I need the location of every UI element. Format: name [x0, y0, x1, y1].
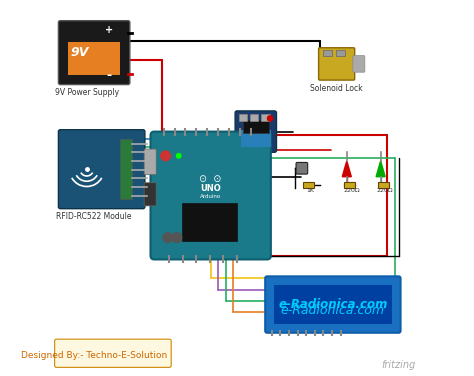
FancyBboxPatch shape [274, 285, 392, 324]
FancyBboxPatch shape [151, 132, 271, 259]
FancyBboxPatch shape [241, 130, 271, 147]
FancyBboxPatch shape [336, 50, 345, 56]
FancyBboxPatch shape [323, 50, 332, 56]
Text: ⊙  ⊙: ⊙ ⊙ [200, 174, 222, 183]
FancyBboxPatch shape [265, 276, 401, 333]
Text: RFID-RC522 Module: RFID-RC522 Module [56, 212, 132, 221]
Text: 220Ω: 220Ω [343, 188, 360, 193]
FancyBboxPatch shape [344, 182, 356, 188]
FancyBboxPatch shape [239, 114, 247, 121]
FancyBboxPatch shape [243, 120, 269, 133]
Text: 1K: 1K [306, 188, 314, 193]
FancyBboxPatch shape [144, 149, 156, 174]
FancyBboxPatch shape [319, 48, 355, 80]
FancyBboxPatch shape [262, 114, 270, 121]
FancyBboxPatch shape [235, 111, 276, 152]
FancyBboxPatch shape [182, 203, 237, 241]
Polygon shape [342, 161, 351, 177]
Circle shape [172, 233, 182, 243]
FancyBboxPatch shape [68, 42, 120, 75]
FancyBboxPatch shape [250, 114, 258, 121]
Circle shape [163, 233, 173, 243]
Text: e-Radionica.com: e-Radionica.com [278, 298, 388, 311]
FancyBboxPatch shape [120, 139, 132, 199]
FancyBboxPatch shape [55, 339, 171, 367]
FancyBboxPatch shape [303, 182, 314, 188]
Text: 9V: 9V [70, 46, 89, 59]
Text: fritzing: fritzing [382, 360, 416, 370]
Text: e-Radionica.com: e-Radionica.com [281, 304, 385, 317]
FancyBboxPatch shape [58, 21, 130, 85]
FancyBboxPatch shape [58, 130, 145, 209]
Text: UNO: UNO [201, 184, 221, 193]
FancyBboxPatch shape [353, 56, 365, 72]
Text: +: + [105, 25, 113, 35]
Polygon shape [376, 161, 385, 177]
FancyBboxPatch shape [378, 182, 389, 188]
Text: -: - [107, 69, 111, 82]
Text: Designed By:- Techno-E-Solution: Designed By:- Techno-E-Solution [21, 351, 167, 360]
FancyBboxPatch shape [144, 183, 156, 206]
Text: Solenoid Lock: Solenoid Lock [310, 84, 363, 93]
Text: 9V Power Supply: 9V Power Supply [55, 88, 118, 97]
Text: 220Ω: 220Ω [376, 188, 393, 193]
Circle shape [161, 151, 171, 161]
Text: Arduino: Arduino [200, 194, 221, 199]
Circle shape [267, 116, 273, 121]
FancyBboxPatch shape [296, 162, 308, 174]
Circle shape [176, 153, 181, 158]
